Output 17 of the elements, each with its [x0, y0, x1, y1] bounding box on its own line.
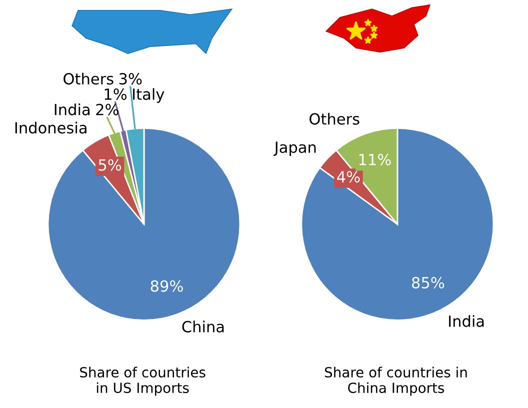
data-label: 4%: [337, 171, 360, 183]
text: Share of countries in US Imports: [80, 366, 206, 396]
slice-label: India: [54, 103, 90, 116]
slice-label: Others: [310, 112, 360, 125]
slice-label: Indonesia: [15, 122, 86, 134]
data-label: 85%: [412, 276, 444, 288]
slice-label: Others: [64, 72, 114, 85]
data-label: 89%: [150, 280, 183, 292]
data-label: 5%: [98, 159, 122, 171]
slice-label: India: [449, 315, 484, 327]
data-label: 1%: [104, 88, 127, 100]
data-label: 11%: [359, 154, 391, 166]
slice-label: Italy: [133, 88, 164, 103]
data-label: 3%: [119, 73, 142, 85]
slice-label: China: [182, 320, 224, 332]
text: Share of countries in China Imports: [324, 366, 467, 396]
slice-label: Japan: [274, 142, 316, 156]
